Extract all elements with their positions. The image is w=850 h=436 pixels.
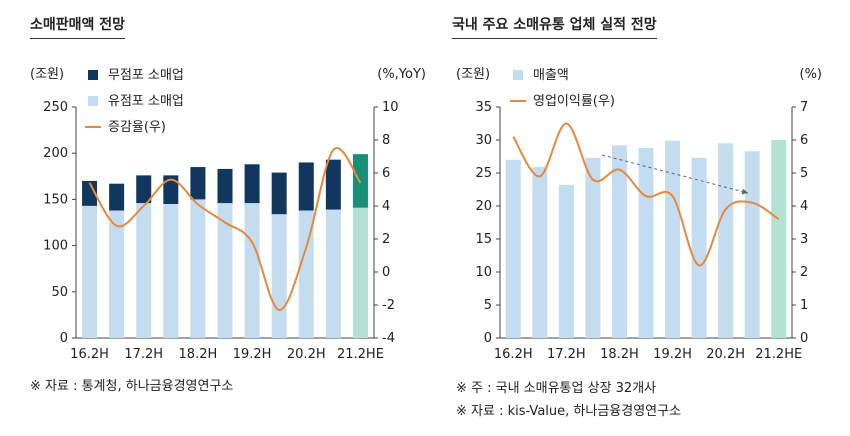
bar-segment-top (271, 172, 287, 215)
right-axis-tick-label: 2 (382, 232, 390, 247)
trend-arrow (601, 154, 749, 195)
bar-segment-top (244, 164, 260, 204)
bar-segment-top (190, 167, 206, 200)
bar (638, 147, 654, 338)
x-axis-tick-label: 19.2H (233, 347, 272, 362)
line-series (88, 147, 362, 311)
x-axis-tick-label: 17.2H (124, 347, 163, 362)
x-axis-tick-label: 17.2H (547, 347, 586, 362)
x-axis-tick-label: 20.2H (706, 347, 745, 362)
x-axis-tick-label: 20.2H (287, 347, 326, 362)
bar-segment-bottom (298, 210, 314, 338)
legend-label: 매출액 (533, 68, 569, 83)
left-axis-tick-label: 20 (475, 199, 492, 214)
left-axis-unit: (조원) (456, 67, 490, 82)
bar (532, 167, 548, 338)
legend-swatch (513, 70, 523, 80)
left-axis-tick-label: 100 (43, 239, 68, 254)
left-axis-tick-label: 0 (484, 331, 492, 346)
right-axis-unit: (%) (800, 67, 823, 82)
left-axis-tick-label: 5 (484, 298, 492, 313)
left-axis-tick-label: 50 (51, 285, 68, 300)
x-axis-tick-label: 18.2H (179, 347, 218, 362)
right-axis-tick-label: 5 (800, 166, 808, 181)
right-source-note: ※ 자료 : kis-Value, 하나금융경영연구소 (456, 404, 682, 419)
bar-segment-top (82, 180, 98, 206)
legend-swatch (88, 70, 98, 80)
left-axis-tick-label: 0 (60, 331, 68, 346)
right-axis-tick-label: 6 (800, 133, 808, 148)
line-series (512, 122, 780, 267)
right-axis-tick-label: 3 (800, 232, 808, 247)
legend-label: 증감율(우) (108, 120, 166, 135)
bar (718, 143, 734, 338)
bar (585, 157, 601, 338)
bar-segment-top (217, 168, 233, 204)
right-footnote: ※ 주 : 국내 소매유통업 상장 32개사 (456, 381, 657, 396)
left-axis-tick-label: 25 (475, 166, 492, 181)
right-axis-tick-label: 7 (800, 100, 808, 115)
right-axis-tick-label: 2 (800, 265, 808, 280)
right-axis-tick-label: 0 (800, 331, 808, 346)
x-axis-tick-label: 18.2H (600, 347, 639, 362)
legend-label: 영업이익률(우) (533, 94, 615, 109)
bar (611, 145, 627, 338)
bar-segment-bottom (82, 205, 98, 338)
right-axis-unit: (%,YoY) (377, 67, 426, 82)
bar-segment-top (136, 175, 152, 204)
right-axis-tick-label: 10 (382, 100, 399, 115)
bar (505, 159, 521, 338)
bar-segment-bottom (190, 199, 206, 338)
right-axis-tick-label: 4 (800, 199, 808, 214)
legend-label: 유점포 소매업 (108, 94, 184, 109)
bar-segment-top (298, 162, 314, 211)
bar-segment-top (109, 183, 125, 211)
bar-segment-bottom (352, 207, 368, 338)
bar-segment-top (352, 154, 368, 208)
left-axis-unit: (조원) (30, 67, 64, 82)
bar (771, 140, 787, 338)
bar-segment-bottom (109, 210, 125, 338)
bar-segment-top (325, 159, 341, 210)
bar-segment-bottom (163, 204, 179, 338)
left-source-note: ※ 자료 : 통계청, 하나금융경영연구소 (30, 379, 234, 394)
right-axis-tick-label: -4 (382, 331, 395, 346)
legend-swatch (88, 96, 98, 106)
left-axis-tick-label: 250 (43, 100, 68, 115)
left-axis-tick-label: 150 (43, 192, 68, 207)
right-axis-tick-label: 0 (382, 265, 390, 280)
right-axis-tick-label: 8 (382, 133, 390, 148)
legend-label: 무점포 소매업 (108, 68, 184, 83)
left-axis-tick-label: 10 (475, 265, 492, 280)
right-axis-tick-label: 1 (800, 298, 808, 313)
right-axis-tick-label: 6 (382, 166, 390, 181)
bar-segment-bottom (136, 203, 152, 338)
bar-segment-bottom (325, 209, 341, 338)
bar (558, 184, 574, 338)
right-axis-tick-label: -2 (382, 298, 395, 313)
right-axis-tick-label: 4 (382, 199, 390, 214)
left-axis-tick-label: 15 (475, 232, 492, 247)
left-axis-tick-label: 30 (475, 133, 492, 148)
x-axis-tick-label: 16.2H (70, 347, 109, 362)
right-chart-title: 국내 주요 소매유통 업체 실적 전망 (452, 14, 657, 39)
x-axis-tick-label: 21.2HE (755, 347, 802, 362)
left-chart-title: 소매판매액 전망 (30, 14, 126, 39)
left-axis-tick-label: 200 (43, 146, 68, 161)
x-axis-tick-label: 19.2H (653, 347, 692, 362)
x-axis-tick-label: 21.2HE (337, 347, 384, 362)
bar-segment-top (163, 175, 179, 205)
left-axis-tick-label: 35 (475, 100, 492, 115)
bar (691, 157, 707, 338)
bar-segment-bottom (217, 203, 233, 338)
bar (665, 140, 681, 338)
bar (744, 151, 760, 338)
x-axis-tick-label: 16.2H (494, 347, 533, 362)
